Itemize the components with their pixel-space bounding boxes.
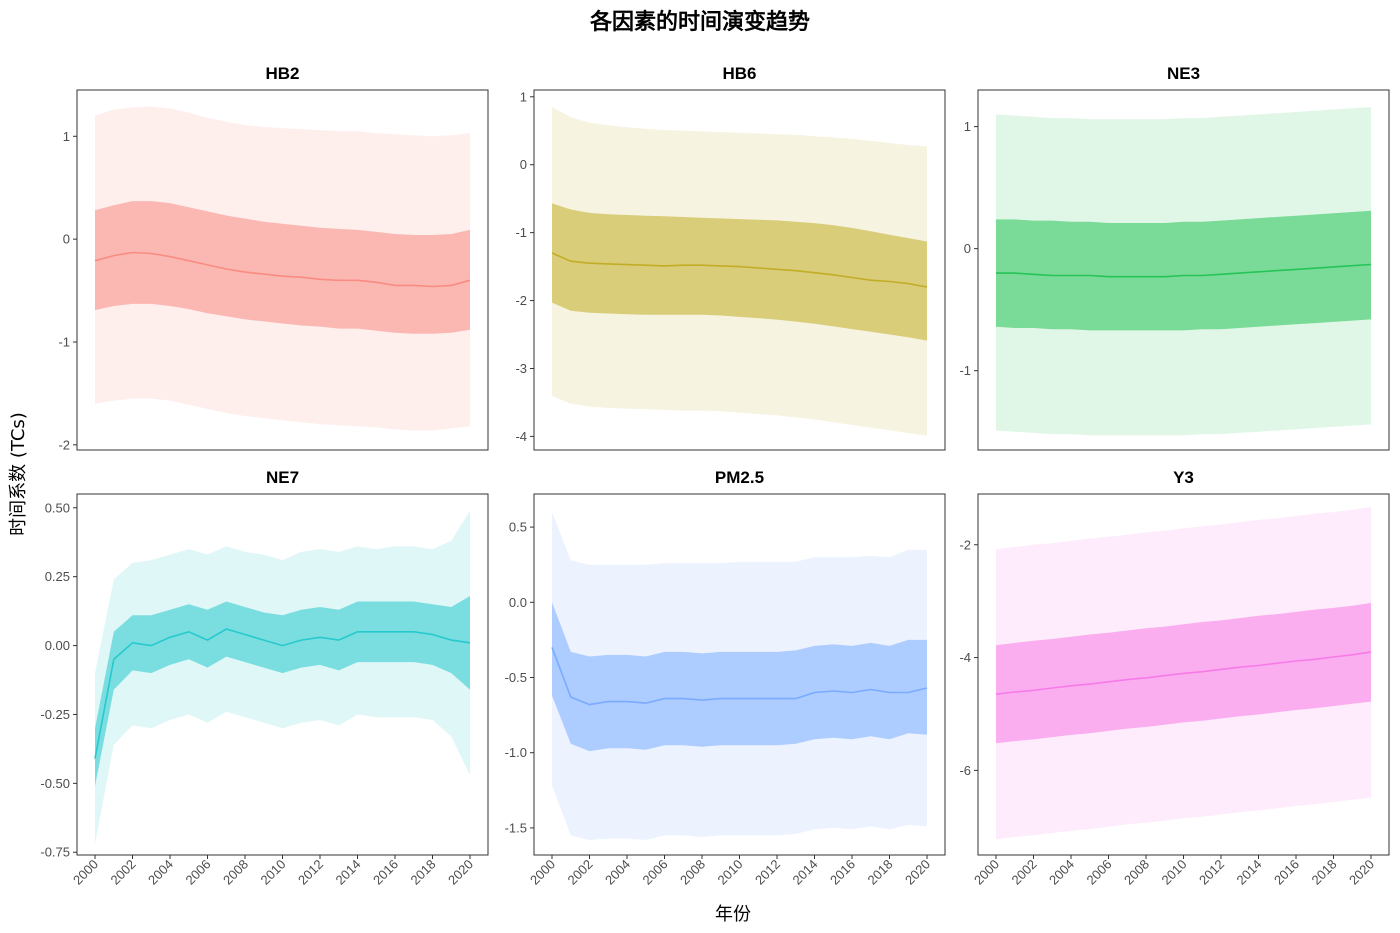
y-tick-label-hb2: -1 [58,335,70,350]
y-tick-label-ne3: 0 [964,241,971,256]
y-tick-label-pm2-5: 0.5 [509,520,527,535]
y-tick-label-y3: -2 [959,537,971,552]
x-tick-label-ne7: 2010 [258,857,289,888]
panel-hb6: HB6 -4 -3 -2 -1 0 1 [515,64,946,451]
y-tick-label-hb6: 1 [520,89,527,104]
x-tick-label-pm2-5: 2020 [902,857,933,888]
y-tick-label-hb2: 1 [63,129,70,144]
panel-frame-hb2 [76,89,489,451]
y-tick-label-hb6: -3 [515,361,527,376]
y-tick-label-hb2: -2 [58,437,70,452]
x-tick-label-pm2-5: 2012 [752,857,783,888]
x-tick-label-ne7: 2002 [108,857,139,888]
x-tick-label-y3: 2016 [1271,857,1302,888]
y-tick-label-ne7: -0.75 [40,845,70,860]
x-tick-label-y3: 2000 [971,857,1002,888]
x-tick-label-ne7: 2006 [183,857,214,888]
y-tick-label-ne7: 0.25 [45,569,70,584]
x-tick-label-ne7: 2018 [408,857,439,888]
x-tick-label-ne7: 2004 [145,857,176,888]
mean-line-hb6 [551,252,928,288]
inner-band-ne7 [95,596,470,787]
y-tick-label-pm2-5: -0.5 [505,670,527,685]
panel-title-pm2-5: PM2.5 [715,468,764,487]
x-tick-label-y3: 2020 [1346,857,1377,888]
x-tick-label-pm2-5: 2006 [640,857,671,888]
x-tick-label-y3: 2006 [1084,857,1115,888]
y-tick-label-hb6: -4 [515,429,527,444]
x-tick-label-y3: 2010 [1159,857,1190,888]
y-tick-label-hb2: 0 [63,232,70,247]
x-tick-label-ne7: 2008 [220,857,251,888]
panel-title-ne7: NE7 [266,468,299,487]
panel-title-ne3: NE3 [1167,64,1200,83]
y-tick-label-hb6: 0 [520,157,527,172]
outer-band-ne7 [95,510,470,844]
y-tick-label-ne7: -0.25 [40,707,70,722]
y-tick-label-ne3: 1 [964,119,971,134]
x-tick-label-y3: 2018 [1309,857,1340,888]
x-tick-label-pm2-5: 2018 [865,857,896,888]
x-tick-label-y3: 2012 [1196,857,1227,888]
y-tick-label-y3: -4 [959,650,971,665]
panel-title-hb2: HB2 [265,64,299,83]
x-tick-label-ne7: 2020 [445,857,476,888]
mean-line-ne3 [996,263,1372,278]
x-tick-label-pm2-5: 2004 [602,857,633,888]
y-tick-label-pm2-5: -1.5 [505,820,527,835]
y-tick-label-hb6: -2 [515,293,527,308]
x-tick-label-y3: 2004 [1046,857,1077,888]
x-tick-label-pm2-5: 2014 [790,857,821,888]
panel-y3: Y3 -6 -4 -2 2000 2002 2004 2006 2008 2010 2012 2014… [959,468,1390,888]
panel-hb2: HB2 -2 -1 0 1 [58,64,489,452]
y-tick-label-ne7: 0.50 [45,500,70,515]
x-tick-label-y3: 2014 [1234,857,1265,888]
inner-band-pm2-5 [552,602,927,752]
x-tick-label-y3: 2008 [1121,857,1152,888]
x-tick-label-pm2-5: 2016 [827,857,858,888]
panel-frame-ne3 [977,89,1390,451]
y-tick-label-pm2-5: -1.0 [505,745,527,760]
y-tick-label-hb6: -1 [515,225,527,240]
x-tick-label-pm2-5: 2002 [565,857,596,888]
mean-line-ne7 [94,628,471,759]
y-tick-label-y3: -6 [959,763,971,778]
inner-band-hb2 [95,201,470,334]
mean-line-y3 [995,651,1372,695]
y-tick-label-ne7: 0.00 [45,638,70,653]
panel-title-hb6: HB6 [722,64,756,83]
panel-frame-hb6 [533,89,946,451]
y-tick-label-ne3: -1 [959,363,971,378]
panel-ne3: NE3 -1 0 1 [959,64,1390,451]
x-axis-label: 年份 [715,904,751,925]
y-tick-label-pm2-5: 0.0 [509,595,527,610]
mean-line-hb2 [94,251,471,288]
x-tick-label-ne7: 2016 [370,857,401,888]
x-tick-label-ne7: 2014 [333,857,364,888]
x-tick-label-y3: 2002 [1009,857,1040,888]
x-tick-label-pm2-5: 2000 [527,857,558,888]
y-tick-label-ne7: -0.50 [40,776,70,791]
inner-band-ne3 [996,210,1371,331]
main-title: 各因素的时间演变趋势 [589,10,810,35]
inner-band-hb6 [552,203,927,341]
x-tick-label-ne7: 2012 [295,857,326,888]
mean-line-pm2-5 [551,647,928,706]
x-tick-label-pm2-5: 2010 [715,857,746,888]
panel-title-y3: Y3 [1173,468,1194,487]
x-tick-label-pm2-5: 2008 [677,857,708,888]
x-tick-label-ne7: 2000 [70,857,101,888]
